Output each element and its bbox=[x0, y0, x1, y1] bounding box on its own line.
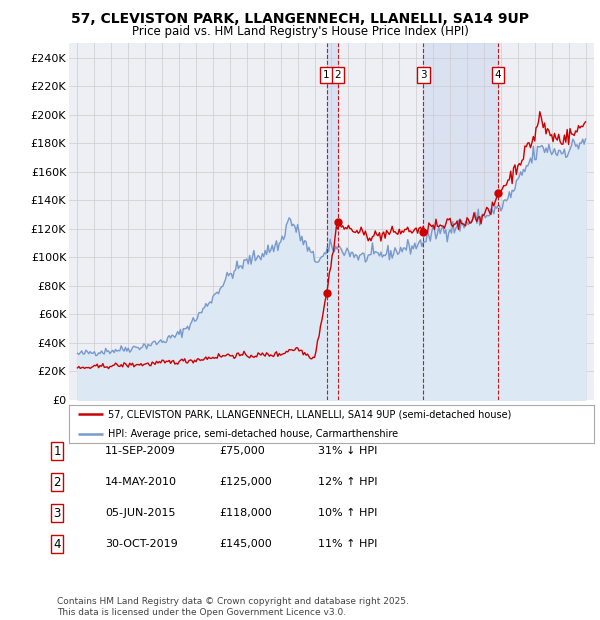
Text: Price paid vs. HM Land Registry's House Price Index (HPI): Price paid vs. HM Land Registry's House … bbox=[131, 25, 469, 38]
Text: 57, CLEVISTON PARK, LLANGENNECH, LLANELLI, SA14 9UP: 57, CLEVISTON PARK, LLANGENNECH, LLANELL… bbox=[71, 12, 529, 27]
Text: 2: 2 bbox=[53, 476, 61, 489]
Text: Contains HM Land Registry data © Crown copyright and database right 2025.
This d: Contains HM Land Registry data © Crown c… bbox=[57, 598, 409, 617]
Text: 14-MAY-2010: 14-MAY-2010 bbox=[105, 477, 177, 487]
Text: 05-JUN-2015: 05-JUN-2015 bbox=[105, 508, 176, 518]
Text: HPI: Average price, semi-detached house, Carmarthenshire: HPI: Average price, semi-detached house,… bbox=[109, 428, 398, 439]
Text: £145,000: £145,000 bbox=[219, 539, 272, 549]
Bar bbox=[326, 43, 338, 400]
Text: 31% ↓ HPI: 31% ↓ HPI bbox=[318, 446, 377, 456]
Text: 30-OCT-2019: 30-OCT-2019 bbox=[105, 539, 178, 549]
Text: 1: 1 bbox=[323, 70, 330, 80]
Text: 4: 4 bbox=[494, 70, 501, 80]
Text: 10% ↑ HPI: 10% ↑ HPI bbox=[318, 508, 377, 518]
Text: 11-SEP-2009: 11-SEP-2009 bbox=[105, 446, 176, 456]
Text: 12% ↑ HPI: 12% ↑ HPI bbox=[318, 477, 377, 487]
Text: £118,000: £118,000 bbox=[219, 508, 272, 518]
Text: £125,000: £125,000 bbox=[219, 477, 272, 487]
Text: 3: 3 bbox=[420, 70, 427, 80]
Text: 2: 2 bbox=[334, 70, 341, 80]
Text: £75,000: £75,000 bbox=[219, 446, 265, 456]
Bar bbox=[423, 43, 498, 400]
Text: 57, CLEVISTON PARK, LLANGENNECH, LLANELLI, SA14 9UP (semi-detached house): 57, CLEVISTON PARK, LLANGENNECH, LLANELL… bbox=[109, 409, 512, 420]
Text: 3: 3 bbox=[53, 507, 61, 520]
Text: 11% ↑ HPI: 11% ↑ HPI bbox=[318, 539, 377, 549]
Text: 1: 1 bbox=[53, 445, 61, 458]
Text: 4: 4 bbox=[53, 538, 61, 551]
